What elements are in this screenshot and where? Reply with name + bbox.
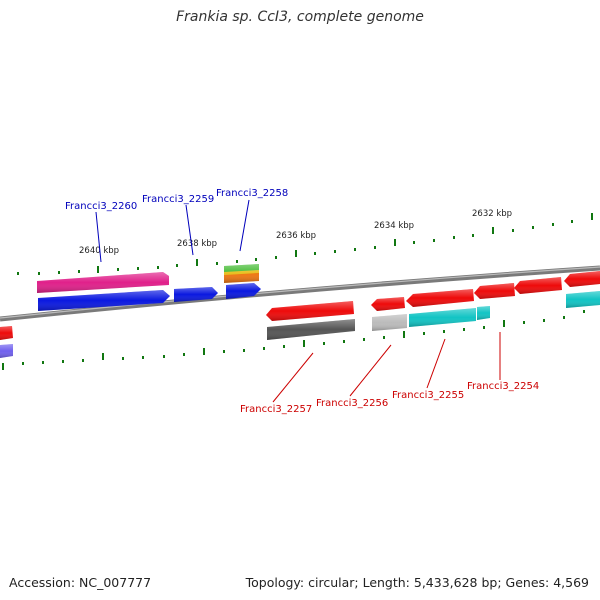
genome-summary-text: Topology: circular; Length: 5,433,628 bp… (245, 575, 589, 590)
top-label-leaders (95, 199, 250, 263)
reverse-genes (0, 271, 600, 358)
scale-label-2640: 2640 kbp (79, 246, 119, 256)
top-tick-row (17, 213, 593, 275)
bottom-tick-row (2, 310, 585, 370)
scale-labels: 2640 kbp 2638 kbp 2636 kbp 2634 kbp 2632… (79, 209, 512, 256)
gene-label-2258[interactable]: Francci3_2258 (216, 188, 288, 199)
genome-backbone (0, 265, 600, 322)
bottom-label-leaders (272, 332, 501, 403)
scale-label-2638: 2638 kbp (177, 239, 217, 249)
forward-genes (37, 264, 261, 311)
scale-label-2632: 2632 kbp (472, 209, 512, 219)
gene-label-2254[interactable]: Francci3_2254 (467, 381, 539, 392)
genome-title: Frankia sp. CcI3, complete genome (176, 9, 424, 25)
gene-label-2259[interactable]: Francci3_2259 (142, 194, 214, 205)
scale-label-2636: 2636 kbp (276, 231, 316, 241)
scale-label-2634: 2634 kbp (374, 221, 414, 231)
gene-label-2255[interactable]: Francci3_2255 (392, 390, 464, 401)
bottom-gene-labels: Francci3_2257 Francci3_2256 Francci3_225… (240, 381, 539, 415)
gene-label-2260[interactable]: Francci3_2260 (65, 201, 137, 212)
gene-label-2256[interactable]: Francci3_2256 (316, 398, 388, 409)
top-gene-labels: Francci3_2260 Francci3_2259 Francci3_225… (65, 188, 288, 212)
gene-label-2257[interactable]: Francci3_2257 (240, 404, 312, 415)
accession-text: Accession: NC_007777 (9, 575, 152, 590)
